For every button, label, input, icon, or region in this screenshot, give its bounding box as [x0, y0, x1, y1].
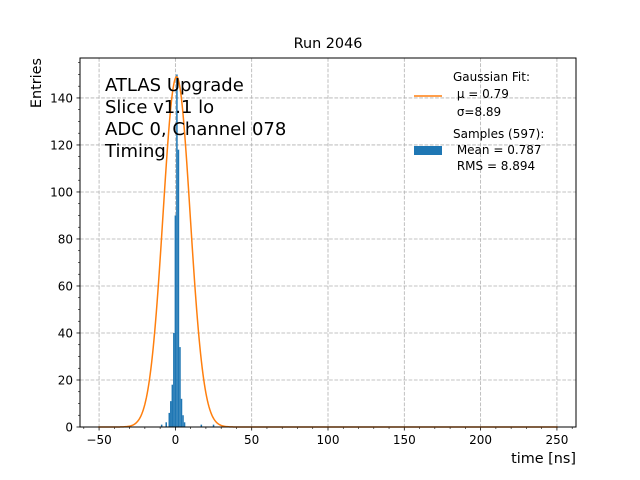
histogram-bar: [165, 422, 167, 427]
histogram-bar: [168, 412, 171, 427]
annotation-line-timing: Timing: [104, 141, 166, 162]
y-tick-label: 100: [50, 185, 73, 199]
legend-samples-mean: Mean = 0.787: [453, 143, 542, 157]
legend-samples-title: Samples (597):: [453, 127, 544, 141]
x-tick-label: 0: [172, 433, 180, 447]
annotation-block: ATLAS Upgrade Slice v1.1 lo ADC 0, Chann…: [104, 75, 286, 162]
legend-samples-swatch: [414, 146, 442, 155]
histogram-bar: [180, 398, 183, 427]
x-tick-label: 200: [469, 433, 492, 447]
histogram-bar: [171, 384, 174, 427]
y-axis-label: Entries: [29, 58, 45, 108]
x-tick-label: 250: [545, 433, 568, 447]
histogram-bar: [182, 415, 184, 427]
histogram-bar: [170, 401, 172, 427]
histogram-bar: [176, 74, 178, 427]
x-tick-label: 150: [393, 433, 416, 447]
legend: Gaussian Fit: μ = 0.79 σ=8.89 Samples (5…: [414, 70, 544, 173]
histogram-bar: [179, 347, 181, 427]
histogram-bar: [200, 424, 203, 427]
histogram-bar: [173, 332, 175, 427]
annotation-line-experiment: ATLAS Upgrade: [105, 75, 244, 96]
x-axis-label: time [ns]: [511, 451, 576, 467]
x-tick-label: 50: [244, 433, 259, 447]
y-tick-label: 120: [50, 138, 73, 152]
y-tick-label: 20: [58, 373, 73, 387]
histogram-bar: [177, 149, 180, 427]
y-tick-label: 40: [58, 326, 73, 340]
annotation-line-slice: Slice v1.1 lo: [105, 97, 214, 118]
legend-samples-rms: RMS = 8.894: [453, 159, 535, 173]
histogram-bar: [160, 424, 163, 427]
y-tick-label: 140: [50, 91, 73, 105]
legend-fit-sigma: σ=8.89: [453, 105, 501, 119]
plot-area-frame: [79, 57, 577, 428]
histogram-bar: [212, 424, 215, 427]
x-tick-label: 100: [317, 433, 340, 447]
y-tick-label: 60: [58, 279, 73, 293]
y-tick-label: 80: [58, 232, 73, 246]
legend-fit-title: Gaussian Fit:: [453, 70, 530, 84]
x-tick-label: −50: [86, 433, 111, 447]
y-tick-label: 0: [65, 421, 73, 435]
histogram-bar: [174, 215, 177, 427]
legend-fit-mu: μ = 0.79: [453, 87, 509, 101]
histogram-bar: [183, 422, 186, 427]
annotation-line-channel: ADC 0, Channel 078: [105, 119, 286, 140]
chart-title: Run 2046: [294, 36, 363, 52]
